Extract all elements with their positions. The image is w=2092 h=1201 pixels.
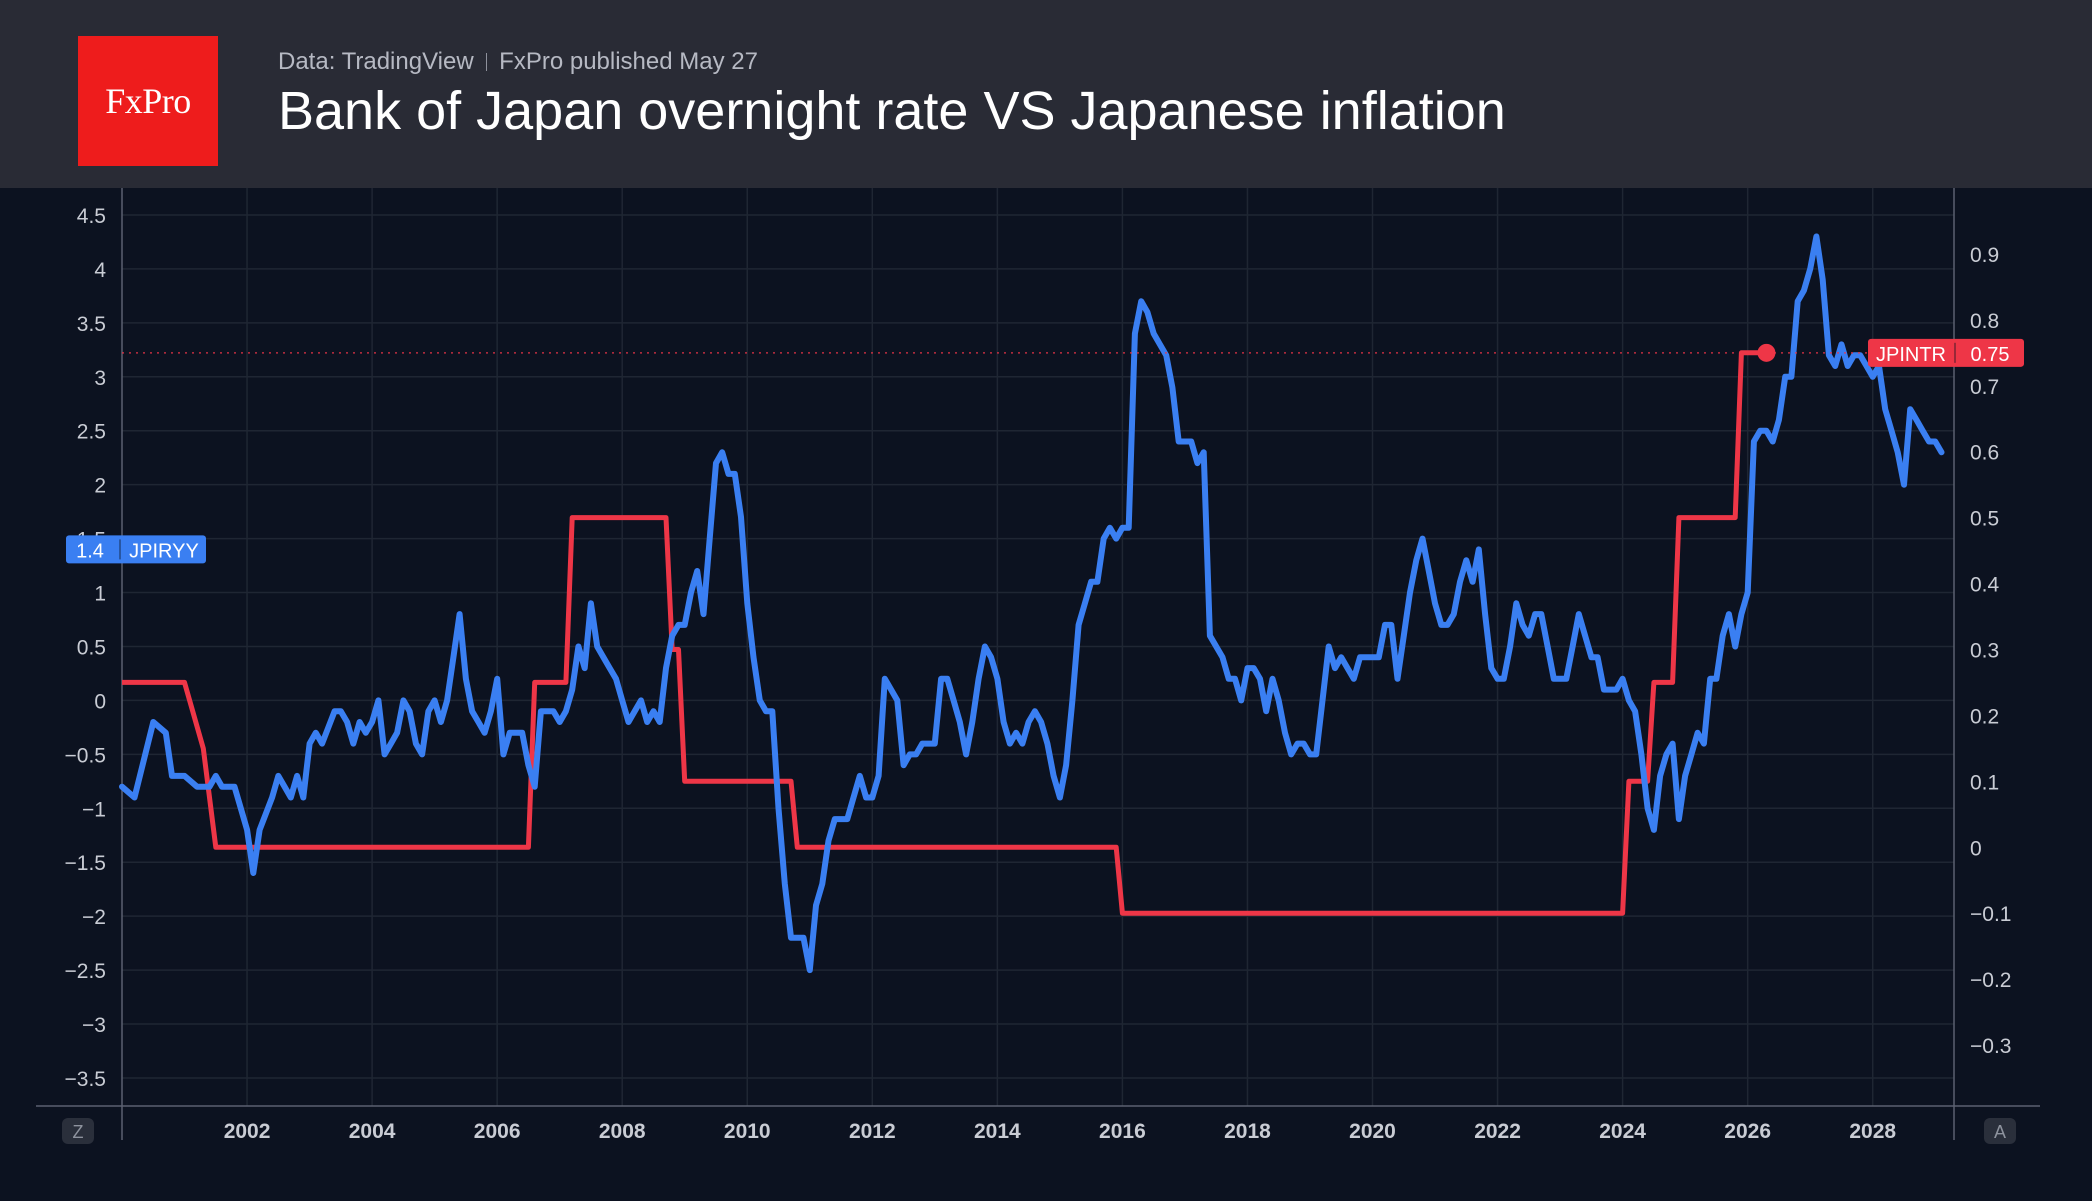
jpiryy-badge-value: 1.4 (76, 540, 104, 562)
x-tick-label: 2004 (349, 1120, 396, 1143)
a-button-label: A (1994, 1122, 2006, 1142)
y-right-tick-label: −0.1 (1970, 903, 2011, 926)
y-left-tick-label: 4.5 (77, 205, 106, 228)
y-left-tick-label: 4 (94, 259, 106, 282)
logo-text: FxPro (105, 81, 191, 121)
y-left-tick-label: −1 (82, 798, 106, 821)
y-left-tick-label: −3 (82, 1014, 106, 1037)
x-tick-label: 2026 (1724, 1120, 1771, 1143)
published-text: FxPro published May 27 (499, 48, 758, 75)
y-left-tick-label: −2 (82, 906, 106, 929)
x-tick-label: 2002 (224, 1120, 271, 1143)
source-text: Data: TradingView (278, 48, 474, 75)
jpiryy-badge (66, 535, 206, 564)
chart-svg[interactable]: 4.543.532.521.510.50−0.5−1−1.5−2−2.5−3−3… (0, 188, 2092, 1196)
y-right-tick-label: 0.9 (1970, 244, 1999, 267)
x-tick-label: 2014 (974, 1120, 1021, 1143)
series-line-jpintr (122, 350, 1767, 916)
y-right-tick-label: 0.5 (1970, 508, 1999, 531)
chart-area[interactable]: 4.543.532.521.510.50−0.5−1−1.5−2−2.5−3−3… (0, 188, 2092, 1196)
series-group (119, 233, 1945, 974)
tick-labels: 4.543.532.521.510.50−0.5−1−1.5−2−2.5−3−3… (65, 205, 2012, 1143)
x-tick-label: 2010 (724, 1120, 771, 1143)
y-left-tick-label: −2.5 (65, 960, 106, 983)
header-bar: FxPro Data: TradingView FxPro published … (0, 0, 2092, 188)
y-right-tick-label: 0.6 (1970, 442, 1999, 465)
y-right-tick-label: −0.3 (1970, 1035, 2011, 1058)
y-right-tick-label: −0.2 (1970, 969, 2011, 992)
y-right-tick-label: 0.3 (1970, 639, 1999, 662)
series-line-jpiryy (119, 233, 1945, 974)
jpintr-badge-value: 0.75 (1971, 344, 2010, 366)
grid-lines (122, 188, 1954, 1106)
chart-title: Bank of Japan overnight rate VS Japanese… (278, 81, 1506, 141)
y-right-tick-label: 0.7 (1970, 376, 1999, 399)
y-right-tick-label: 0.8 (1970, 310, 1999, 333)
z-button-label: Z (73, 1122, 84, 1142)
y-left-tick-label: 0.5 (77, 636, 106, 659)
jpintr-badge (1868, 338, 2024, 367)
x-tick-label: 2018 (1224, 1120, 1271, 1143)
y-left-tick-label: 2 (94, 475, 106, 498)
x-tick-label: 2012 (849, 1120, 896, 1143)
y-left-tick-label: −3.5 (65, 1068, 106, 1091)
x-tick-label: 2022 (1474, 1120, 1521, 1143)
y-left-tick-label: −0.5 (65, 744, 106, 767)
jpintr-last-point (1757, 343, 1776, 362)
x-tick-label: 2024 (1599, 1120, 1646, 1143)
meta-divider (485, 53, 488, 71)
x-tick-label: 2008 (599, 1120, 646, 1143)
x-tick-label: 2028 (1849, 1120, 1896, 1143)
y-left-tick-label: 0 (94, 690, 106, 713)
y-left-tick-label: 1 (94, 583, 106, 606)
y-right-tick-label: 0 (1970, 837, 1982, 860)
y-right-tick-label: 0.4 (1970, 574, 2000, 597)
x-tick-label: 2006 (474, 1120, 521, 1143)
source-line: Data: TradingView FxPro published May 27 (278, 48, 758, 76)
y-left-tick-label: 3.5 (77, 313, 106, 336)
a-button[interactable] (1984, 1118, 2016, 1144)
x-tick-label: 2020 (1349, 1120, 1396, 1143)
jpintr-badge-name: JPINTR (1876, 344, 1946, 366)
y-left-tick-label: 3 (94, 367, 106, 390)
y-left-tick-label: −1.5 (65, 852, 106, 875)
z-button[interactable] (62, 1118, 94, 1144)
fxpro-logo: FxPro (78, 36, 218, 166)
y-right-tick-label: 0.1 (1970, 771, 1999, 794)
axes (36, 188, 2040, 1140)
x-tick-label: 2016 (1099, 1120, 1146, 1143)
jpiryy-badge-name: JPIRYY (129, 540, 199, 562)
y-left-tick-label: 2.5 (77, 421, 106, 444)
value-badges: 1.4 JPIRYY JPINTR 0.75 (66, 338, 2024, 564)
y-right-tick-label: 0.2 (1970, 705, 1999, 728)
